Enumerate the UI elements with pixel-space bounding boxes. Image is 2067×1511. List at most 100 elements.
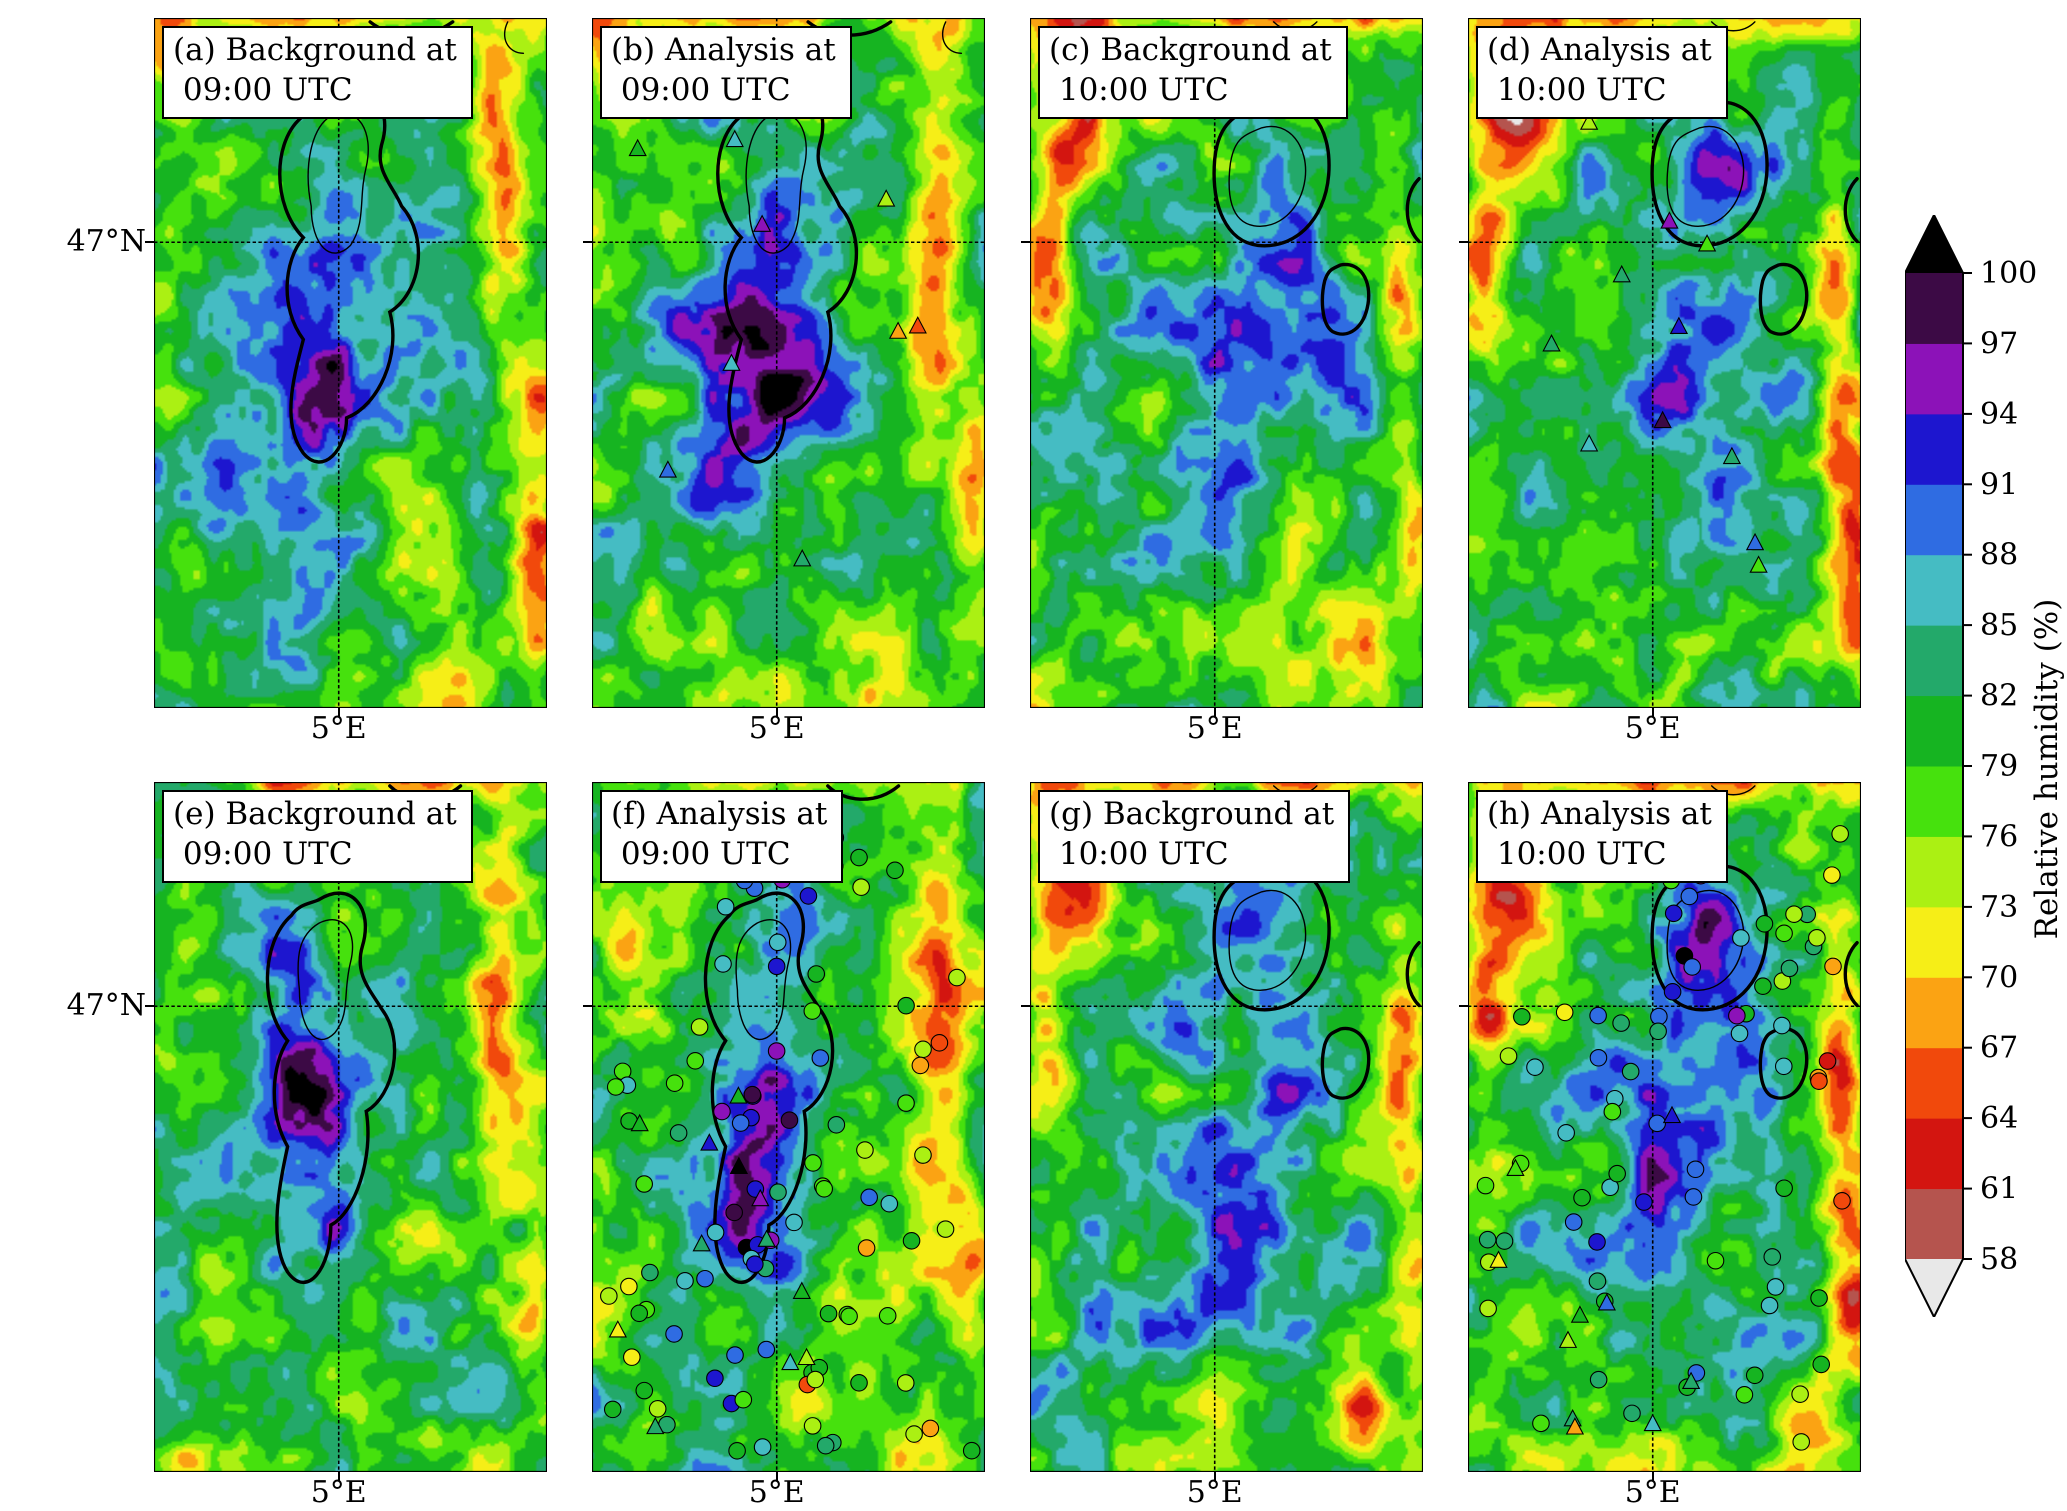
obs-circle-marker (1500, 1048, 1517, 1064)
obs-circle-marker (607, 1079, 624, 1095)
obs-circle-marker (631, 1305, 648, 1321)
map-overlay-d (1468, 18, 1861, 708)
obs-circle-marker (820, 1305, 837, 1321)
x-axis-tick (775, 708, 778, 717)
colorbar-band (1905, 765, 1963, 837)
obs-circle-marker (1649, 1115, 1666, 1131)
obs-circle-marker (915, 1147, 932, 1163)
obs-circle-marker (931, 1035, 948, 1051)
thin-contour (505, 22, 524, 53)
obs-triangle-marker (693, 1235, 710, 1251)
obs-circle-marker (726, 1204, 743, 1220)
obs-circle-marker (677, 1273, 694, 1289)
x-axis-tick (337, 708, 340, 717)
obs-circle-marker (1624, 1405, 1641, 1421)
humidity-field-b (592, 18, 985, 708)
thick-contour (1214, 866, 1329, 1010)
obs-triangle-marker (890, 323, 907, 339)
thin-contour (1712, 22, 1755, 31)
obs-circle-marker (769, 934, 786, 950)
obs-triangle-marker (660, 461, 677, 477)
map-panel-d: (d) Analysis at 10:00 UTC (1459, 18, 1861, 717)
obs-circle-marker (636, 1382, 653, 1398)
obs-circle-marker (601, 1288, 618, 1304)
thin-contour (1712, 786, 1755, 795)
obs-circle-marker (1813, 1356, 1830, 1372)
x-tick-label-f: 5°E (748, 1475, 805, 1510)
obs-circle-marker (1786, 906, 1803, 922)
colorbar-band (1905, 695, 1963, 767)
y-tick-label-row1: 47°N (66, 224, 146, 260)
obs-circle-marker (857, 1142, 874, 1158)
obs-triangle-marker (1683, 1373, 1700, 1389)
y-axis-tick (145, 1005, 154, 1008)
obs-triangle-marker (794, 1283, 811, 1299)
obs-circle-marker (808, 966, 825, 982)
x-axis-tick (1651, 1472, 1654, 1481)
obs-circle-marker (1684, 959, 1701, 975)
obs-circle-marker (1755, 978, 1772, 994)
thin-contour (1667, 890, 1743, 990)
thick-contour (1760, 1028, 1806, 1098)
obs-circle-marker (744, 1086, 761, 1102)
obs-circle-marker (1776, 925, 1793, 941)
obs-circle-marker (1811, 1073, 1828, 1089)
obs-circle-marker (1736, 1387, 1753, 1403)
obs-circle-marker (1824, 867, 1841, 883)
colorbar-label: Relative humidity (%) (2029, 598, 2065, 940)
obs-circle-marker (1733, 930, 1750, 946)
obs-circle-marker (717, 899, 734, 915)
colorbar-tick-label-79: 79 (1980, 749, 2018, 784)
obs-circle-marker (621, 1278, 638, 1294)
panel-title-line1: (b) Analysis at (611, 32, 836, 68)
map-overlay-g (1030, 782, 1423, 1472)
obs-circle-marker (807, 1371, 824, 1387)
colorbar-scale: 58 61 64 67 70 73 76 79 82 85 88 91 94 97 100 (1904, 212, 2037, 1320)
obs-circle-marker (697, 1270, 714, 1286)
obs-circle-marker (715, 956, 732, 972)
x-tick-label-h: 5°E (1624, 1475, 1681, 1510)
panel-title-line2: 10:00 UTC (1049, 835, 1229, 872)
obs-circle-marker (828, 1117, 845, 1133)
obs-circle-marker (666, 1075, 683, 1091)
colorbar-tick-label-67: 67 (1980, 1031, 2018, 1066)
thick-contour (1407, 943, 1419, 1006)
obs-circle-marker (1664, 984, 1681, 1000)
obs-circle-marker (1764, 1249, 1781, 1265)
panel-title-line2: 09:00 UTC (611, 835, 791, 872)
obs-circle-marker (805, 1155, 822, 1171)
obs-circle-marker (937, 1221, 954, 1237)
obs-circle-marker (754, 1439, 771, 1455)
obs-circle-marker (707, 1224, 724, 1240)
obs-circle-marker (1793, 1434, 1810, 1450)
obs-circle-marker (812, 1050, 829, 1066)
obs-circle-marker (1776, 1058, 1793, 1074)
x-tick-label-e: 5°E (310, 1475, 367, 1510)
obs-circle-marker (1590, 1007, 1607, 1023)
obs-circle-marker (887, 862, 904, 878)
colorbar-tick-label-70: 70 (1980, 960, 2018, 995)
obs-circle-marker (1651, 1008, 1668, 1024)
map-panel-g: (g) Background at 10:00 UTC (1021, 782, 1423, 1481)
obs-circle-marker (800, 888, 817, 904)
colorbar-over-arrow (1905, 215, 1963, 273)
colorbar-band (1905, 413, 1963, 485)
y-tick-label-row2: 47°N (66, 988, 146, 1024)
obs-triangle-marker (701, 1134, 718, 1150)
obs-circle-marker (906, 1426, 923, 1442)
obs-circle-marker (1556, 1004, 1573, 1020)
obs-circle-marker (1514, 1009, 1531, 1025)
colorbar-band (1905, 483, 1963, 556)
obs-circle-marker (861, 1189, 878, 1205)
x-axis-tick (337, 1472, 340, 1481)
obs-circle-marker (963, 1442, 980, 1458)
obs-triangle-marker (730, 1087, 747, 1103)
panel-title-c: (c) Background at 10:00 UTC (1038, 26, 1348, 120)
panel-title-line1: (h) Analysis at (1487, 796, 1712, 832)
obs-circle-marker (670, 1125, 687, 1141)
obs-circle-marker (666, 1326, 683, 1342)
panel-title-line1: (g) Background at (1049, 796, 1335, 832)
colorbar: 58 61 64 67 70 73 76 79 82 85 88 91 94 97 100 (1904, 212, 2065, 1321)
obs-circle-marker (851, 849, 868, 865)
